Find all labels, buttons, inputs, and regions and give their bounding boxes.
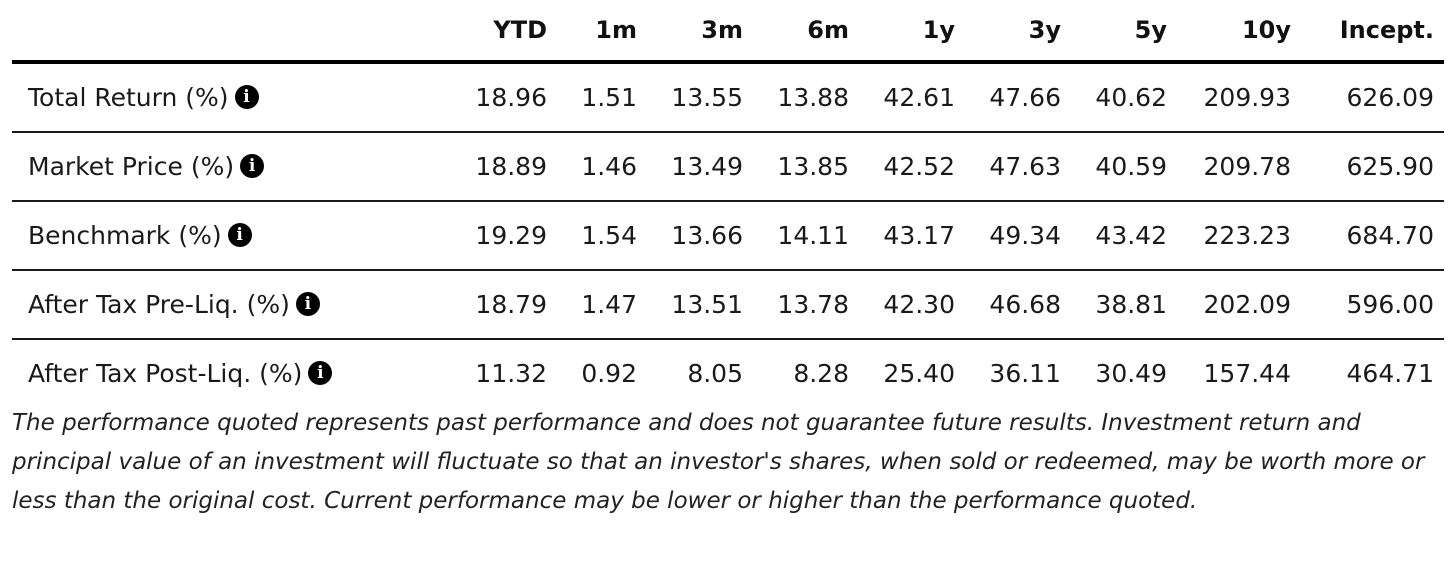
value-cell: 13.85 xyxy=(753,132,859,202)
value-cell: 18.96 xyxy=(464,62,557,133)
value-cell: 223.23 xyxy=(1177,201,1301,271)
header-cell-1m: 1m xyxy=(557,0,647,64)
table-row: Total Return (%) i 18.96 1.51 13.55 13.88… xyxy=(12,62,1444,133)
value-cell: 1.47 xyxy=(557,270,647,340)
value-cell: 40.62 xyxy=(1071,62,1177,133)
row-label: After Tax Pre-Liq. (%) xyxy=(28,289,290,319)
value-cell: 202.09 xyxy=(1177,270,1301,340)
value-cell: 596.00 xyxy=(1301,270,1444,340)
value-cell: 38.81 xyxy=(1071,270,1177,340)
value-cell: 209.93 xyxy=(1177,62,1301,133)
info-icon[interactable]: i xyxy=(240,153,265,178)
header-cell-inception: Incept. xyxy=(1301,0,1444,64)
row-label-cell: After Tax Post-Liq. (%) i xyxy=(12,339,464,407)
header-cell-label xyxy=(12,0,464,64)
row-label: After Tax Post-Liq. (%) xyxy=(28,358,303,388)
row-label-cell: Benchmark (%) i xyxy=(12,201,464,271)
table-row: Benchmark (%) i 19.29 1.54 13.66 14.11 43… xyxy=(12,201,1444,271)
header-cell-ytd: YTD xyxy=(464,0,557,64)
value-cell: 209.78 xyxy=(1177,132,1301,202)
performance-table: YTD 1m 3m 6m 1y 3y 5y 10y Incept. Total … xyxy=(12,0,1444,407)
info-icon[interactable]: i xyxy=(227,222,252,247)
value-cell: 18.89 xyxy=(464,132,557,202)
row-label: Market Price (%) xyxy=(28,151,235,181)
info-icon[interactable]: i xyxy=(234,84,259,109)
value-cell: 47.66 xyxy=(965,62,1071,133)
value-cell: 30.49 xyxy=(1095,359,1167,388)
info-icon[interactable]: i xyxy=(295,291,320,316)
header-cell-5y: 5y xyxy=(1071,0,1177,64)
row-label-cell: Total Return (%) i xyxy=(12,62,464,133)
value-cell: 13.88 xyxy=(753,62,859,133)
value-cell: 0.92 xyxy=(581,359,637,388)
value-cell: 684.70 xyxy=(1301,201,1444,271)
value-cell: 13.78 xyxy=(753,270,859,340)
table-row: Market Price (%) i 18.89 1.46 13.49 13.85… xyxy=(12,132,1444,202)
header-cell-3y: 3y xyxy=(965,0,1071,64)
value-cell: 13.49 xyxy=(647,132,753,202)
row-label: Total Return (%) xyxy=(28,82,229,112)
value-cell: 42.61 xyxy=(859,62,965,133)
value-cell: 13.51 xyxy=(647,270,753,340)
value-cell: 464.71 xyxy=(1346,359,1434,388)
header-row: YTD 1m 3m 6m 1y 3y 5y 10y Incept. xyxy=(12,0,1444,64)
value-cell: 8.28 xyxy=(793,359,849,388)
value-cell: 1.46 xyxy=(557,132,647,202)
value-cell: 36.11 xyxy=(989,359,1061,388)
performance-disclaimer: The performance quoted represents past p… xyxy=(12,410,1425,514)
value-cell: 8.05 xyxy=(687,359,743,388)
value-cell: 626.09 xyxy=(1301,62,1444,133)
row-label-cell: After Tax Pre-Liq. (%) i xyxy=(12,270,464,340)
header-cell-6m: 6m xyxy=(753,0,859,64)
value-cell: 14.11 xyxy=(753,201,859,271)
value-cell: 49.34 xyxy=(965,201,1071,271)
info-icon[interactable]: i xyxy=(308,360,333,385)
value-cell: 157.44 xyxy=(1203,359,1291,388)
value-cell: 40.59 xyxy=(1071,132,1177,202)
value-cell: 13.55 xyxy=(647,62,753,133)
table-row: After Tax Pre-Liq. (%) i 18.79 1.47 13.51… xyxy=(12,270,1444,340)
value-cell: 42.52 xyxy=(859,132,965,202)
table-row: After Tax Post-Liq. (%) i 11.32 0.92 8.05… xyxy=(12,339,1444,407)
value-cell: 1.51 xyxy=(557,62,647,133)
row-label-cell: Market Price (%) i xyxy=(12,132,464,202)
value-cell: 43.17 xyxy=(859,201,965,271)
value-cell: 47.63 xyxy=(965,132,1071,202)
value-cell: 42.30 xyxy=(859,270,965,340)
value-cell: 1.54 xyxy=(557,201,647,271)
value-cell: 43.42 xyxy=(1071,201,1177,271)
value-cell: 13.66 xyxy=(647,201,753,271)
value-cell: 11.32 xyxy=(475,359,547,388)
header-cell-3m: 3m xyxy=(647,0,753,64)
value-cell: 18.79 xyxy=(464,270,557,340)
header-cell-10y: 10y xyxy=(1177,0,1301,64)
value-cell: 19.29 xyxy=(464,201,557,271)
value-cell: 625.90 xyxy=(1301,132,1444,202)
header-cell-1y: 1y xyxy=(859,0,965,64)
value-cell: 25.40 xyxy=(883,359,955,388)
value-cell: 46.68 xyxy=(965,270,1071,340)
row-label: Benchmark (%) xyxy=(28,220,222,250)
